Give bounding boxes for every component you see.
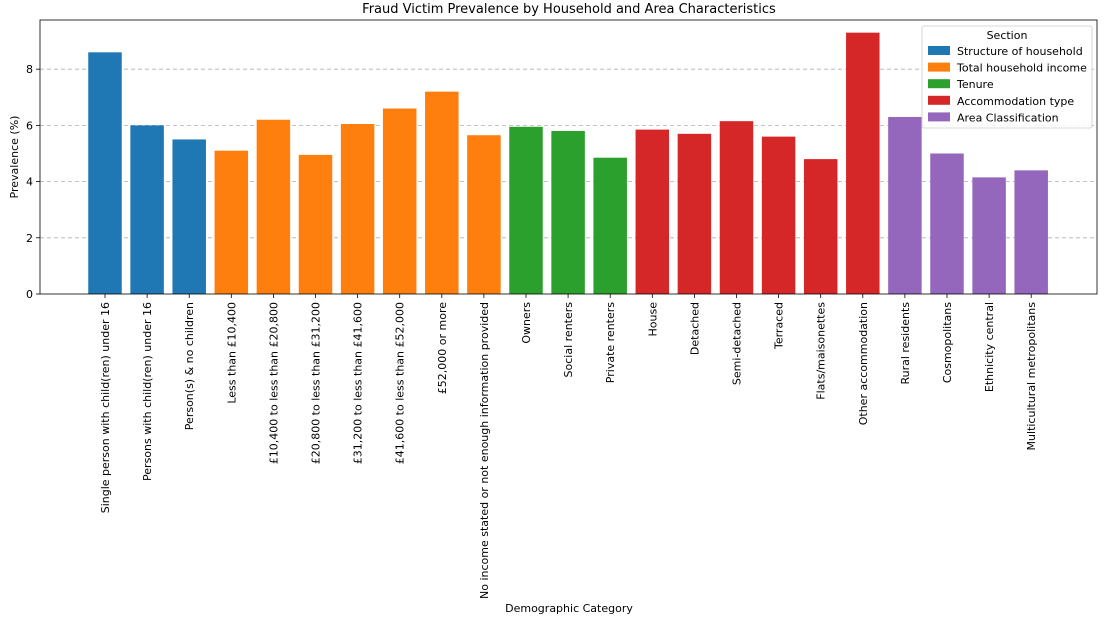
legend-swatch [928, 95, 950, 105]
x-tick-label: £10,400 to less than £20,800 [267, 302, 280, 464]
x-tick-label: Flats/maisonettes [815, 302, 828, 400]
bar [172, 139, 206, 294]
x-tick-label: Detached [688, 302, 701, 355]
x-axis-label: Demographic Category [505, 602, 633, 615]
legend: Section Structure of household Total house… [921, 25, 1093, 129]
y-tick-label: 4 [26, 176, 33, 189]
legend-label: Tenure [956, 78, 994, 91]
legend-swatch [928, 112, 950, 122]
bar [382, 108, 417, 295]
bar [509, 126, 543, 295]
legend-title: Section [987, 29, 1028, 42]
x-tick-label: Less than £10,400 [225, 302, 238, 404]
axes: 0 2 4 6 8 Single person with child(ren) under… [26, 19, 1098, 599]
x-tick-label: Multicultural metropolitans [1025, 302, 1038, 451]
y-axis-label: Prevalence (%) [8, 116, 21, 199]
bar [1014, 170, 1048, 294]
legend-label: Total household income [956, 62, 1087, 75]
bar [593, 157, 627, 294]
bar [803, 159, 838, 294]
bar [719, 121, 754, 295]
x-tick-label: £52,000 or more [436, 302, 449, 394]
bar [256, 119, 291, 294]
y-tick-label: 0 [26, 288, 33, 301]
x-tick-label: £20,800 to less than £31,200 [310, 302, 323, 464]
bar [930, 153, 964, 294]
bar [846, 32, 880, 295]
chart-title: Fraud Victim Prevalence by Household and… [362, 2, 776, 17]
x-tick-label: Rural residents [899, 302, 912, 385]
legend-swatch [928, 46, 950, 55]
plot-frame [39, 19, 1098, 295]
bar [888, 116, 922, 294]
legend-label: Structure of household [957, 45, 1083, 58]
bar [551, 131, 585, 294]
bar [214, 150, 249, 294]
x-tick-label: Ethnicity central [983, 302, 996, 392]
bar [130, 125, 164, 294]
legend-swatch [928, 62, 950, 72]
x-tick-label: Single person with child(ren) under 16 [99, 302, 112, 513]
legend-box [921, 25, 1093, 129]
x-tick-label: £41,600 to less than £52,000 [394, 302, 407, 464]
x-tick-label: Persons with child(ren) under 16 [141, 302, 154, 481]
y-tick-label: 8 [26, 63, 33, 76]
bar [425, 91, 459, 295]
bar [761, 136, 796, 294]
bar [467, 135, 501, 294]
x-tick-label: £31,200 to less than £41,600 [352, 302, 365, 464]
bar [340, 123, 375, 294]
x-tick-label: Other accommodation [857, 302, 870, 425]
x-tick-label: No income stated or not enough informati… [478, 302, 491, 599]
y-tick-label: 6 [26, 119, 33, 132]
x-tick-label: House [646, 302, 659, 337]
x-tick-label: Private renters [604, 302, 617, 383]
x-tick-label: Terraced [773, 302, 786, 350]
legend-swatch [928, 79, 950, 89]
bar [972, 177, 1006, 294]
x-tick-label: Person(s) & no children [183, 302, 196, 430]
x-tick-label: Owners [520, 302, 533, 344]
legend-label: Accommodation type [957, 95, 1074, 108]
x-tick-label: Semi-detached [731, 302, 744, 385]
legend-label: Area Classification [957, 111, 1059, 124]
bars [88, 32, 1048, 295]
bar [88, 52, 122, 294]
x-tick-label: Social renters [562, 302, 575, 378]
bar [677, 133, 712, 294]
bar [298, 154, 333, 294]
x-tick-label: Cosmopolitans [941, 302, 954, 383]
y-tick-label: 2 [26, 232, 33, 245]
bar [635, 129, 670, 294]
